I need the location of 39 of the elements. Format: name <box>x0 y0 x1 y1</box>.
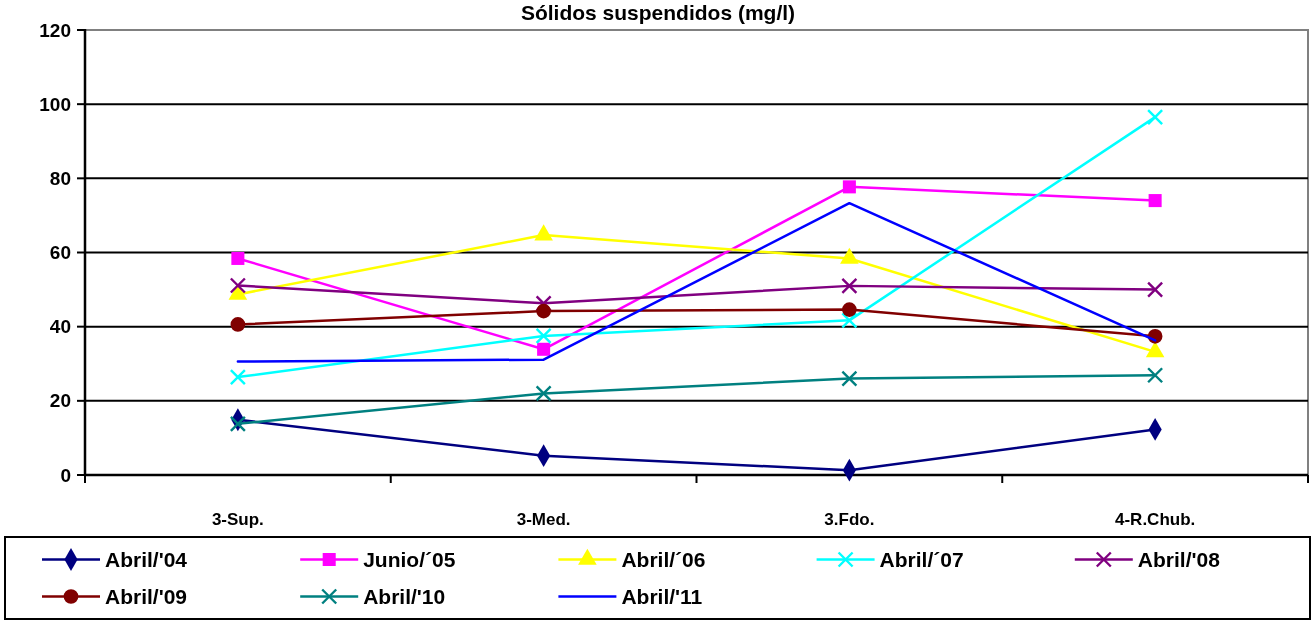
point <box>841 370 858 387</box>
point <box>841 277 858 295</box>
y-tick-label: 120 <box>39 19 71 41</box>
point <box>537 342 551 356</box>
point <box>229 415 247 433</box>
y-tick-label: 40 <box>49 316 71 338</box>
x-tick-label: 4-R.Chub. <box>1114 509 1196 529</box>
point <box>535 385 552 402</box>
y-tick-label: 0 <box>60 464 71 486</box>
legend-label: Abril/'04 <box>105 548 188 571</box>
y-tick-label: 60 <box>49 242 71 263</box>
point <box>231 251 245 265</box>
legend-label: Abril/´06 <box>621 548 706 571</box>
point <box>535 295 552 312</box>
x-tick-label: 3.Fdo. <box>824 509 875 529</box>
x-tick-label: 3-Sup. <box>211 509 264 529</box>
legend-label: Abril/´07 <box>879 548 964 571</box>
chart-title: Sólidos suspendidos (mg/l) <box>520 1 796 24</box>
point <box>536 303 551 319</box>
point <box>842 180 856 194</box>
point <box>842 302 857 317</box>
y-tick-label: 80 <box>49 167 71 189</box>
point <box>1146 108 1164 126</box>
point <box>1148 194 1162 208</box>
point <box>535 327 552 345</box>
point <box>229 368 247 386</box>
point <box>841 312 858 329</box>
legend-label: Junio/´05 <box>363 548 456 571</box>
point <box>229 277 247 294</box>
legend-label: Abril/'11 <box>621 585 703 608</box>
point <box>230 317 246 332</box>
legend-label: Abril/'10 <box>363 585 446 608</box>
point <box>1146 367 1164 384</box>
legend-label: Abril/'08 <box>1137 548 1221 571</box>
y-tick-label: 100 <box>39 93 71 115</box>
y-tick-label: 20 <box>49 390 71 412</box>
legend-label: Abril/'09 <box>105 585 188 608</box>
point <box>1146 281 1164 298</box>
x-tick-label: 3-Med. <box>516 509 571 529</box>
